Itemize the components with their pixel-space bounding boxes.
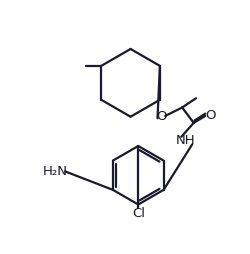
Text: H₂N: H₂N bbox=[42, 165, 67, 178]
Text: O: O bbox=[204, 109, 215, 122]
Text: O: O bbox=[156, 110, 166, 123]
Text: Cl: Cl bbox=[131, 207, 144, 220]
Text: NH: NH bbox=[176, 134, 195, 147]
